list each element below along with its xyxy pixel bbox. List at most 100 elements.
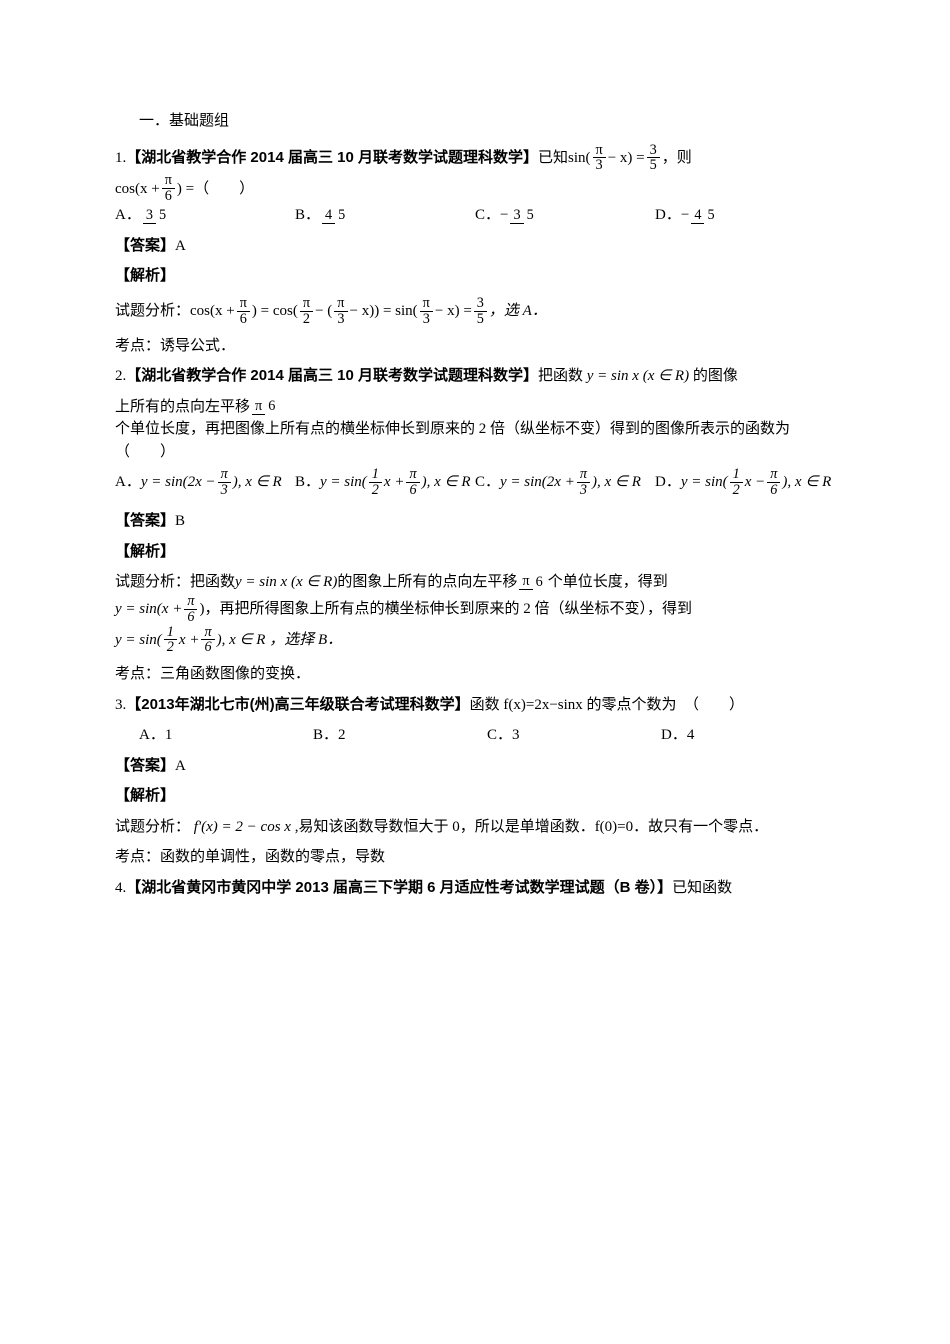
frac: 12 [728,467,745,498]
frac-num: π [406,467,419,483]
t: y = sin( [115,629,162,652]
frac: π3 [575,467,592,498]
frac-num: 1 [730,467,743,483]
q1-cos-post: ) =（ ） [177,178,254,201]
q2-func: y = sin x (x ∈ R) [587,368,689,384]
q1-answer: 【答案】A [115,235,835,258]
q1-number: 1. [115,147,126,170]
frac-num: 1 [164,625,177,641]
frac-num: 3 [510,208,523,224]
frac-den: 5 [156,208,169,223]
frac: π3 [418,296,435,327]
choice-frac: 45 [320,208,350,224]
frac-num: π [593,143,606,159]
choice-label: B． [295,471,320,494]
t: y = sin( [320,471,367,494]
frac-num: π [162,173,175,189]
frac-num: π [420,296,433,312]
answer-label: 【答案】 [115,237,175,254]
q2-choice-d: D． y = sin( 12 x − π6 ), x ∈ R [655,467,835,498]
q2-ana-line1: 试题分析：把函数 y = sin x (x ∈ R) 的图象上所有的点向左平移 … [115,571,835,594]
expr: y = sin( 12 x + π6 [115,625,217,656]
q2-source: 【湖北省教学合作 2014 届高三 10 月联考数学试题理科数学】 [126,367,538,384]
q1-sin-expr: sin( π3 − x) = 35 [568,143,662,174]
frac-num: 1 [369,467,382,483]
q2-choice-b: B． y = sin( 12 x + π6 ), x ∈ R [295,467,475,498]
frac-den: 3 [593,158,606,173]
q2-t1: 把函数 [538,368,587,384]
frac-num: π [184,594,197,610]
t: 试题分析：把函数 [115,571,235,594]
t: 的图象上所有的点向左平移 [337,571,517,594]
q1-frac-pi6: π6 [160,173,177,204]
q2-t3: 上所有的点向左平移 [115,396,250,419]
q3-kaodian: 考点：函数的单调性，函数的零点，导数 [115,846,835,869]
choice-label: C． [475,204,500,227]
choice-label: D． [655,204,681,227]
q3-ana-expr: f'(x) = 2 − cos x [194,819,291,835]
q3-choice-a: A．1 [139,724,313,747]
t: 个单位长度，得到 [548,571,668,594]
q3-answer: 【答案】A [115,755,835,778]
q2-choice-c: C． y = sin(2x + π3 ), x ∈ R [475,467,655,498]
frac: π3 [216,467,233,498]
frac: π6 [517,574,547,590]
answer-label: 【答案】 [115,512,175,529]
frac: 35 [472,296,489,327]
choice-expr: y = sin( 12 x + π6 ), x ∈ R [320,467,470,498]
frac-den: 2 [369,483,382,498]
problem-4: 4.【湖北省黄冈市黄冈中学 2013 届高三下学期 6 月适应性考试数学理试题（… [115,877,835,900]
answer-label: 【答案】 [115,757,175,774]
q4-text: 已知函数 [672,880,732,896]
frac-num: 3 [143,208,156,224]
t: ), x ∈ R [422,471,471,494]
frac-den: 6 [184,610,197,625]
q1-frac-pi3: π3 [591,143,608,174]
q1-choice-a: A． 35 [115,204,295,227]
q3-choice-b: B．2 [313,724,487,747]
q2-stem-line1: 2.【湖北省教学合作 2014 届高三 10 月联考数学试题理科数学】把函数 y… [115,365,835,388]
t: ), x ∈ R ，选择 B． [217,629,343,652]
q3-text: 函数 f(x)=2x−sinx 的零点个数为 （ ） [470,697,744,713]
t: y = sin( [681,471,728,494]
q3-choice-c: C．3 [487,724,661,747]
answer-value: B [175,513,185,529]
q4-stem: 4.【湖北省黄冈市黄冈中学 2013 届高三下学期 6 月适应性考试数学理试题（… [115,877,835,900]
q1-source: 【湖北省教学合作 2014 届高三 10 月联考数学试题理科数学】 [126,147,538,170]
analysis-pre: 试题分析： [115,300,190,323]
frac-den: 5 [647,158,660,173]
q1-cos-expr: cos(x + π6 ) =（ ） [115,173,254,204]
frac-den: 2 [300,312,313,327]
frac-num: π [237,296,250,312]
frac-den: 6 [533,575,546,590]
choice-expr: y = sin( 12 x − π6 ), x ∈ R [681,467,831,498]
frac: π6 [404,467,421,498]
choice-label: C． [475,471,500,494]
q2-answer: 【答案】B [115,510,835,533]
frac-num: π [218,467,231,483]
t: 试题分析： [115,819,190,835]
frac: π6 [199,625,216,656]
frac-num: 3 [474,296,487,312]
answer-value: A [175,238,186,254]
frac-num: π [300,296,313,312]
q2-ana-line3: y = sin( 12 x + π6 ), x ∈ R ，选择 B． [115,625,835,656]
frac-num: π [201,625,214,641]
q4-source: 【湖北省黄冈市黄冈中学 2013 届高三下学期 6 月适应性考试数学理试题（B … [126,879,672,896]
q1-frac-35: 35 [645,143,662,174]
frac: π6 [765,467,782,498]
choice-frac: 35 [141,208,171,224]
q2-ana-func: y = sin x (x ∈ R) [235,571,337,594]
choice-expr: y = sin(2x − π3 ), x ∈ R [141,467,282,498]
q3-stem: 3.【2013年湖北七市(州)高三年级联合考试理科数学】函数 f(x)=2x−s… [115,694,835,717]
ana-end: ，选 A． [489,300,547,323]
q2-analysis-label: 【解析】 [115,541,835,564]
t: ,易知该函数导数恒大于 0，所以是单增函数．f(0)=0．故只有一个零点． [295,819,768,835]
frac-den: 6 [767,483,780,498]
t: x + [179,629,200,652]
frac-den: 6 [265,399,278,414]
choice-label: A． [115,204,141,227]
choice-expr: y = sin(2x + π3 ), x ∈ R [500,467,641,498]
frac-den: 5 [474,312,487,327]
frac-num: 3 [647,143,660,159]
